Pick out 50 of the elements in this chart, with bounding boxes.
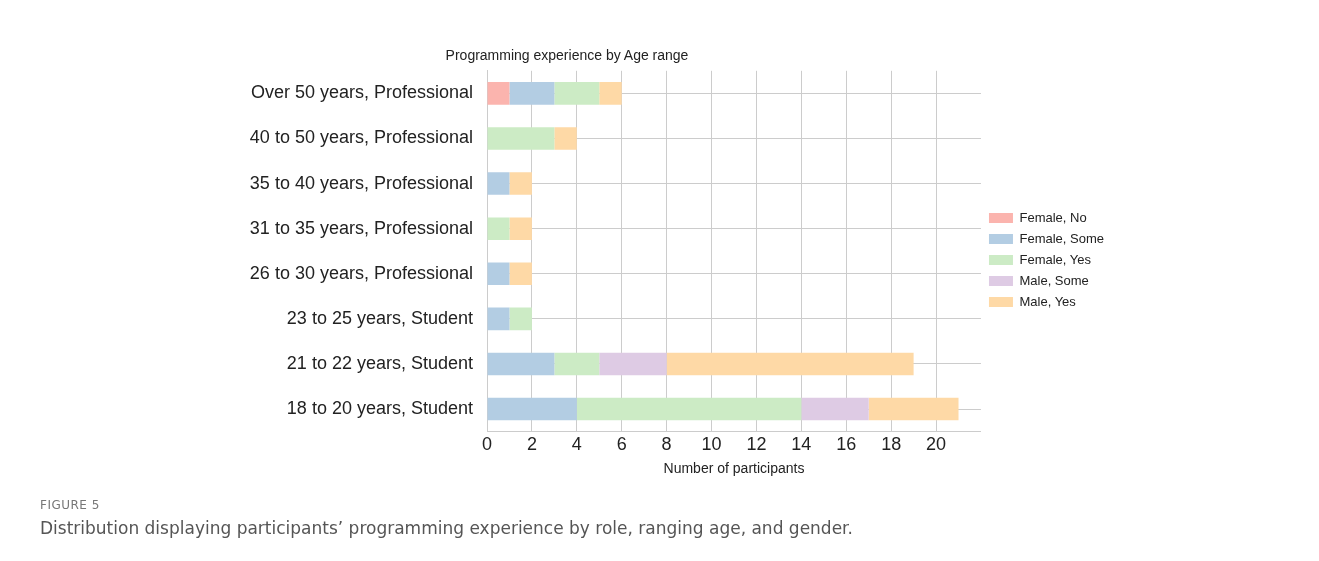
bar [487,397,577,421]
text: Distribution displaying participants’ programming experience by role, ranging age, and gender. [40,518,853,538]
bar [487,217,510,240]
y-tick-label: 31 to 35 years, Professional [249,217,473,238]
legend-label: Female, Yes [1019,251,1092,267]
x-tick-label: 18 [881,434,902,455]
bar [487,172,510,195]
bar [509,82,555,105]
x-tick-label: 12 [746,434,767,455]
x-tick-label: 6 [616,434,627,455]
bar [599,352,667,376]
bar [554,127,577,150]
bar [666,352,914,376]
bar [487,352,555,376]
bar [554,82,600,105]
x-tick-label: 16 [836,434,857,455]
bar [509,262,532,286]
bar [801,397,869,421]
y-tick-label: 18 to 20 years, Student [286,398,473,419]
x-tick-label: 14 [791,434,812,455]
bar [487,307,510,331]
x-tick-label: 8 [661,434,672,455]
bar [509,307,532,331]
bar [599,82,622,105]
y-tick-label: 23 to 25 years, Student [286,307,473,328]
bar [487,262,510,286]
bar [554,352,600,376]
legend-label: Female, Some [1019,230,1105,246]
y-tick-label: 21 to 22 years, Student [286,352,473,373]
x-tick-label: 4 [571,434,582,455]
legend-label: Female, No [1019,209,1087,225]
y-tick-label: 35 to 40 years, Professional [249,172,473,193]
bar [487,82,510,105]
x-tick-label: 2 [526,434,537,455]
legend-label: Male, Yes [1019,293,1077,309]
chart-title: Programming experience by Age range [445,47,689,64]
caption: FIGURE 5 [40,498,101,512]
bar [868,397,959,421]
y-tick-label: 40 to 50 years, Professional [249,127,473,148]
x-tick-label: 20 [926,434,947,455]
x-axis-title: Number of participants [663,460,805,477]
bar [509,172,532,195]
x-tick-label: 0 [481,434,493,455]
bar [509,217,532,240]
bar [576,397,802,421]
x-tick-label: 10 [701,434,722,455]
y-tick-label: 26 to 30 years, Professional [249,262,473,283]
legend-label: Male, Some [1019,272,1089,288]
bar [487,127,555,150]
y-tick-label: Over 50 years, Professional [250,82,473,103]
